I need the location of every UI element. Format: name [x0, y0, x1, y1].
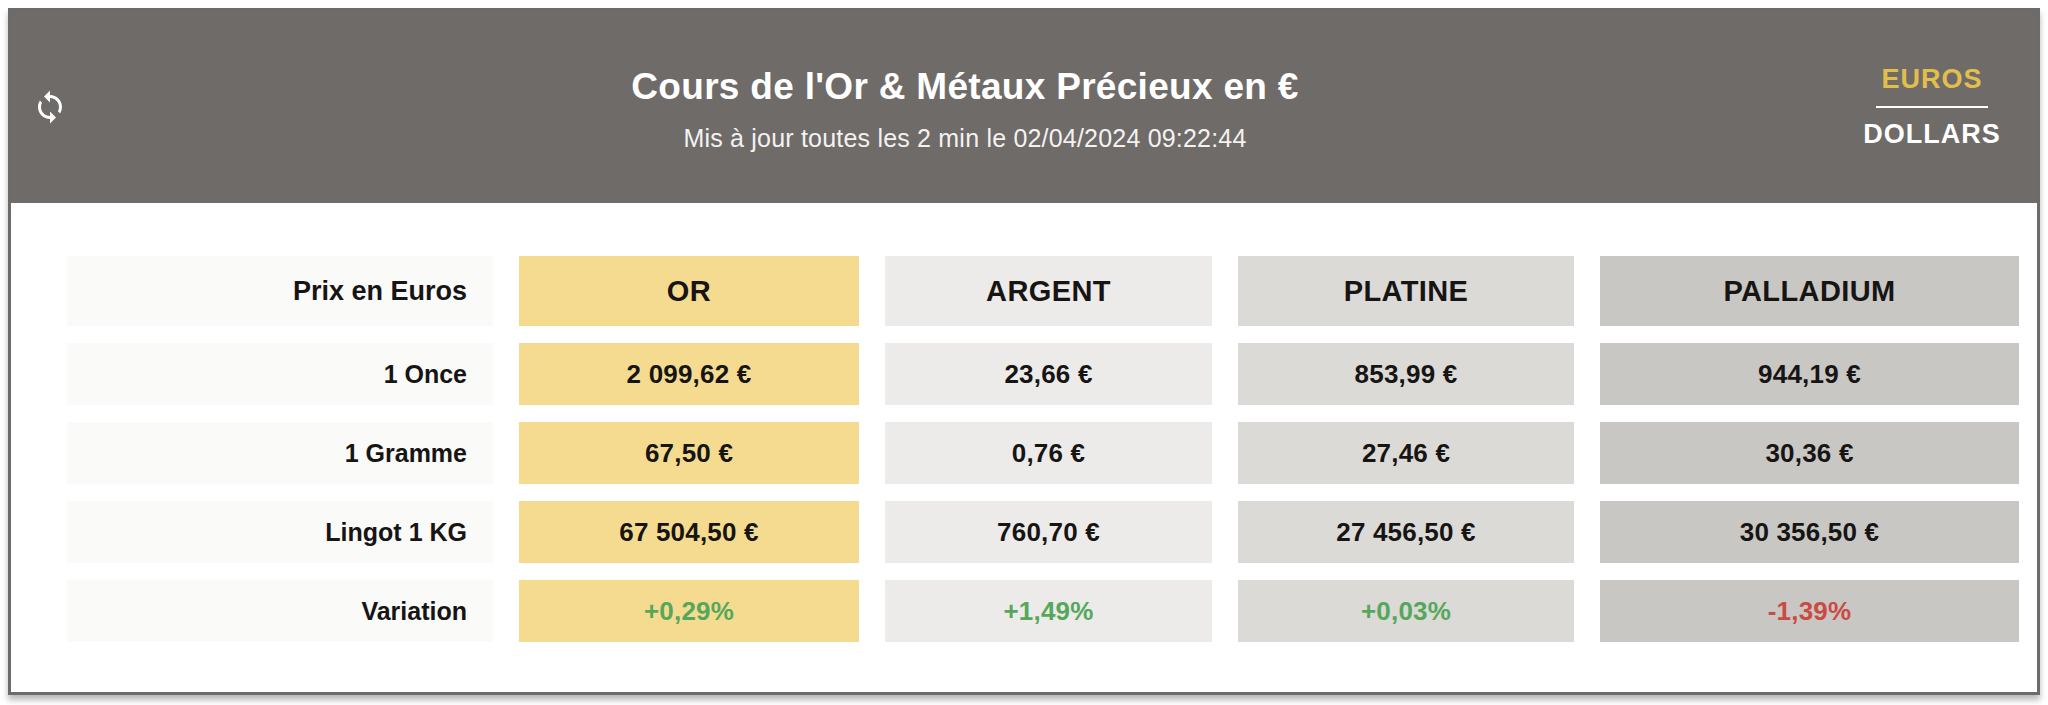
row-label-1-gramme: 1 Gramme [67, 422, 493, 484]
argent-lingot-1kg-value: 760,70 € [885, 501, 1212, 563]
refresh-icon [32, 89, 68, 125]
column-header-platine: PLATINE [1238, 256, 1574, 326]
prices-table: Prix en Euros OR ARGENT PLATINE PALLADIU… [11, 203, 2037, 642]
or-1-once-value: 2 099,62 € [519, 343, 859, 405]
row-label-variation: Variation [67, 580, 493, 642]
platine-lingot-1kg-value: 27 456,50 € [1238, 501, 1574, 563]
palladium-1-gramme-value: 30,36 € [1600, 422, 2019, 484]
palladium-lingot-1kg-value: 30 356,50 € [1600, 501, 2019, 563]
gold-price-widget: Cours de l'Or & Métaux Précieux en € Mis… [8, 8, 2040, 695]
platine-1-once-value: 853,99 € [1238, 343, 1574, 405]
refresh-button[interactable] [27, 84, 73, 130]
header-titles: Cours de l'Or & Métaux Précieux en € Mis… [73, 66, 1857, 153]
update-status: Mis à jour toutes les 2 min le 02/04/202… [73, 124, 1857, 153]
row-label-lingot-1kg: Lingot 1 KG [67, 501, 493, 563]
argent-variation-value: +1,49% [885, 580, 1212, 642]
argent-1-gramme-value: 0,76 € [885, 422, 1212, 484]
widget-header: Cours de l'Or & Métaux Précieux en € Mis… [11, 11, 2037, 203]
page-title: Cours de l'Or & Métaux Précieux en € [73, 66, 1857, 108]
or-1-gramme-value: 67,50 € [519, 422, 859, 484]
corner-header-prix-en-euros: Prix en Euros [67, 256, 493, 326]
currency-toggle: EUROS DOLLARS [1857, 66, 2007, 148]
column-header-argent: ARGENT [885, 256, 1212, 326]
currency-euros-link[interactable]: EUROS [1881, 66, 1982, 106]
currency-dollars-link[interactable]: DOLLARS [1863, 108, 2001, 148]
palladium-variation-value: -1,39% [1600, 580, 2019, 642]
platine-1-gramme-value: 27,46 € [1238, 422, 1574, 484]
column-header-or: OR [519, 256, 859, 326]
or-lingot-1kg-value: 67 504,50 € [519, 501, 859, 563]
row-label-1-once: 1 Once [67, 343, 493, 405]
or-variation-value: +0,29% [519, 580, 859, 642]
palladium-1-once-value: 944,19 € [1600, 343, 2019, 405]
argent-1-once-value: 23,66 € [885, 343, 1212, 405]
column-header-palladium: PALLADIUM [1600, 256, 2019, 326]
platine-variation-value: +0,03% [1238, 580, 1574, 642]
